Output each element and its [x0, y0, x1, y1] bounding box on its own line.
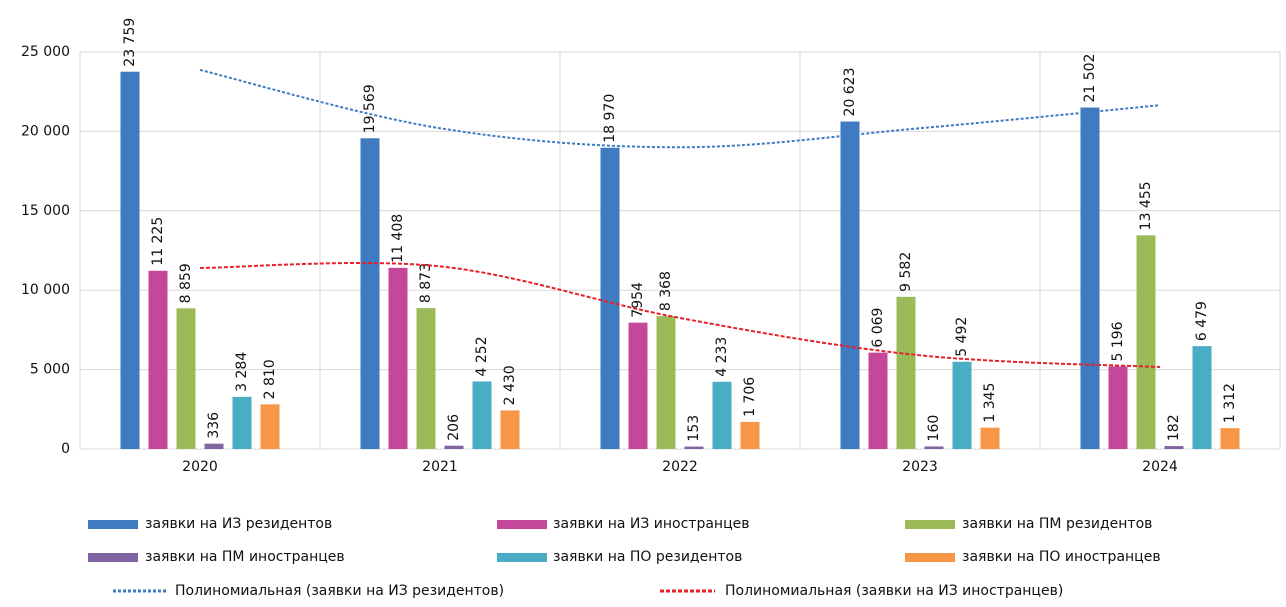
y-tick-label: 25 000	[21, 44, 70, 60]
bar	[360, 138, 380, 450]
value-label: 8 873	[418, 263, 434, 303]
bar	[980, 427, 1000, 449]
bar	[472, 381, 492, 449]
bar	[416, 308, 436, 449]
bar	[1080, 107, 1100, 449]
value-label: 19 569	[362, 84, 378, 133]
value-label: 1 706	[742, 377, 758, 417]
legend-label: Полиномиальная (заявки на ИЗ иностранцев…	[725, 583, 1063, 599]
value-label: 11 408	[390, 214, 406, 263]
bar	[260, 404, 280, 449]
bar	[684, 446, 704, 449]
value-label: 8 368	[658, 271, 674, 311]
legend-label: заявки на ПМ резидентов	[962, 516, 1152, 532]
value-label: 5 196	[1110, 321, 1126, 361]
legend-swatch	[905, 520, 955, 529]
bar	[712, 381, 732, 449]
bar	[176, 308, 196, 449]
legend-swatch	[497, 520, 547, 529]
legend-swatch	[905, 553, 955, 562]
bar	[1136, 235, 1156, 449]
value-label: 13 455	[1138, 181, 1154, 230]
value-label: 2 430	[502, 365, 518, 405]
bar	[148, 270, 168, 449]
legend-swatch	[88, 520, 138, 529]
bar	[1164, 446, 1184, 449]
bar	[600, 147, 620, 449]
legend-label: заявки на ПМ иностранцев	[145, 549, 345, 565]
trendline	[199, 262, 1161, 369]
bar	[500, 410, 520, 449]
value-label: 6 479	[1194, 301, 1210, 341]
legend-label: заявки на ПО иностранцев	[962, 549, 1161, 565]
bar	[868, 352, 888, 449]
y-tick-label: 10 000	[21, 282, 70, 298]
x-tick-label: 2020	[182, 459, 218, 475]
bar	[1220, 428, 1240, 449]
value-label: 4 252	[474, 336, 490, 376]
value-label: 3 284	[234, 352, 250, 392]
legend-swatch	[497, 553, 547, 562]
bar	[232, 396, 252, 449]
y-tick-label: 5 000	[30, 362, 70, 378]
value-label: 160	[926, 415, 942, 442]
bar	[120, 71, 140, 449]
value-label: 206	[446, 414, 462, 441]
value-label: 20 623	[842, 68, 858, 117]
bar	[740, 421, 760, 449]
bar	[388, 267, 408, 449]
bar	[1192, 346, 1212, 449]
x-tick-label: 2021	[422, 459, 458, 475]
bar	[444, 445, 464, 449]
bar	[952, 361, 972, 449]
value-label: 11 225	[150, 217, 166, 266]
bar	[896, 296, 916, 449]
x-tick-label: 2024	[1142, 459, 1178, 475]
y-tick-label: 20 000	[21, 123, 70, 139]
x-tick-label: 2022	[662, 459, 698, 475]
legend-swatch	[88, 553, 138, 562]
legend-label: заявки на ИЗ резидентов	[145, 516, 332, 532]
y-tick-label: 0	[61, 441, 70, 457]
value-label: 2 810	[262, 359, 278, 399]
value-label: 182	[1166, 414, 1182, 441]
value-label: 1 312	[1222, 383, 1238, 423]
value-label: 6 069	[870, 308, 886, 348]
legend-label: Полиномиальная (заявки на ИЗ резидентов)	[175, 583, 504, 599]
x-tick-label: 2023	[902, 459, 938, 475]
value-label: 8 859	[178, 263, 194, 303]
value-label: 336	[206, 412, 222, 439]
bar	[204, 443, 224, 449]
value-label: 21 502	[1082, 54, 1098, 103]
bar	[1108, 366, 1128, 449]
legend-label: заявки на ПО резидентов	[553, 549, 742, 565]
value-label: 4 233	[714, 337, 730, 377]
value-label: 5 492	[954, 317, 970, 357]
value-label: 1 345	[982, 383, 998, 423]
value-label: 9 582	[898, 252, 914, 292]
y-tick-label: 15 000	[21, 203, 70, 219]
value-label: 153	[686, 415, 702, 442]
bar	[656, 316, 676, 449]
bar	[840, 121, 860, 449]
bar	[924, 446, 944, 449]
value-label: 23 759	[122, 18, 138, 67]
legend-label: заявки на ИЗ иностранцев	[553, 516, 749, 532]
trendline	[199, 68, 1161, 149]
value-label: 7954	[630, 282, 646, 318]
bar	[628, 322, 648, 449]
value-label: 18 970	[602, 94, 618, 143]
